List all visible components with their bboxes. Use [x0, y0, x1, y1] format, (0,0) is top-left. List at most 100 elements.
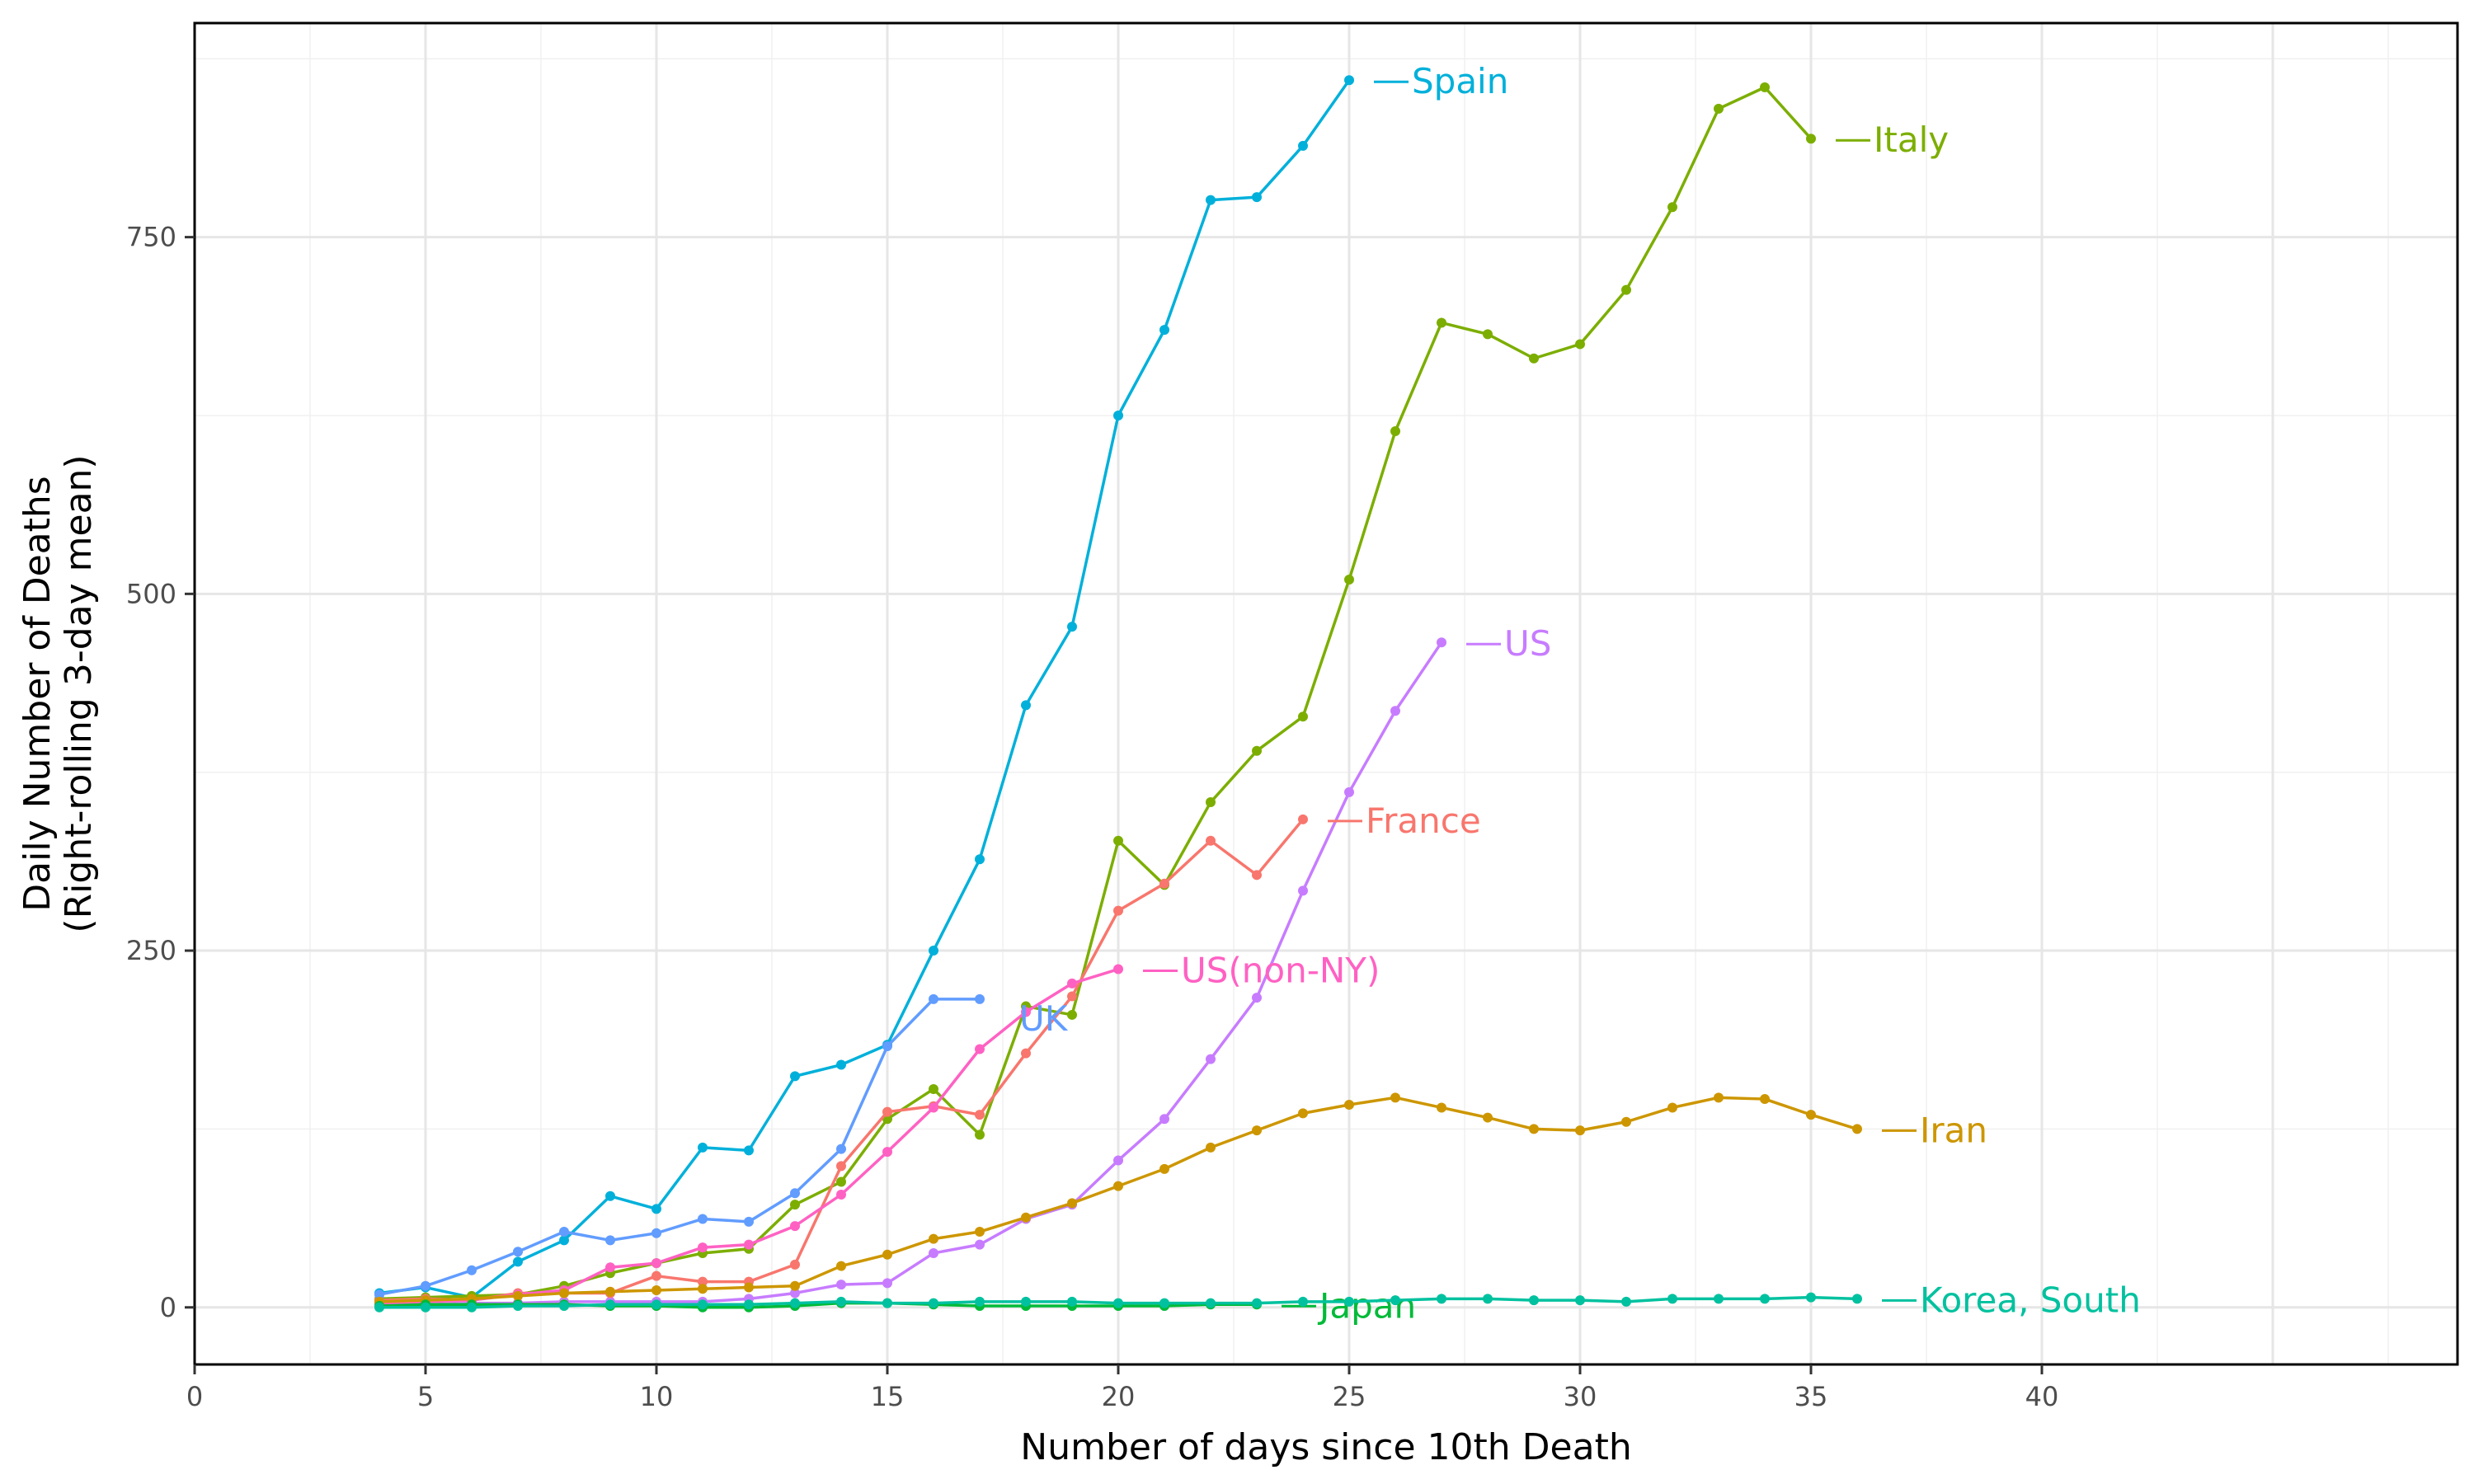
data-point-iran: [975, 1227, 985, 1237]
data-point-italy: [1113, 835, 1123, 846]
series-spain: Spain: [374, 61, 1508, 1303]
data-point-iran: [790, 1280, 800, 1291]
data-point-korea-south: [605, 1299, 615, 1310]
data-point-italy: [1575, 339, 1585, 350]
data-point-iran: [1159, 1163, 1169, 1174]
data-point-iran: [1575, 1125, 1585, 1136]
y-tick-label: 500: [126, 578, 176, 609]
data-point-spain: [1159, 325, 1169, 336]
data-point-us-non-ny: [1113, 964, 1123, 974]
data-point-italy: [1437, 317, 1446, 328]
data-point-korea-south: [374, 1302, 384, 1313]
data-point-korea-south: [1437, 1294, 1446, 1304]
x-tick-label: 0: [186, 1381, 203, 1412]
series-label-iran: Iran: [1920, 1110, 1987, 1150]
y-axis: 0 250 500 750: [126, 222, 195, 1323]
data-point-iran: [1067, 1198, 1077, 1209]
data-point-italy: [1067, 1009, 1077, 1020]
data-point-spain: [559, 1235, 569, 1246]
data-point-france: [1252, 870, 1262, 881]
series-label-japan: Japan: [1317, 1285, 1416, 1326]
data-point-korea-south: [1483, 1294, 1493, 1304]
data-point-iran: [1760, 1094, 1770, 1105]
plot-background: [195, 23, 2458, 1364]
data-point-spain: [698, 1142, 708, 1153]
x-tick-label: 40: [2025, 1381, 2059, 1412]
series-label-us-non-ny: US(non-NY): [1181, 951, 1380, 991]
data-point-france: [698, 1276, 708, 1287]
series-uk: UK: [374, 993, 1069, 1300]
data-point-france: [882, 1106, 892, 1117]
data-point-korea-south: [1113, 1298, 1123, 1308]
data-point-us: [1344, 787, 1354, 797]
data-point-spain: [605, 1190, 615, 1201]
data-point-spain: [836, 1059, 846, 1070]
data-point-italy: [1621, 284, 1631, 295]
series-label-france: France: [1366, 801, 1481, 841]
data-point-uk: [374, 1289, 384, 1300]
data-point-korea-south: [1159, 1298, 1169, 1308]
data-point-us: [1252, 993, 1262, 1003]
data-point-iran: [1483, 1112, 1493, 1123]
data-point-iran: [1298, 1108, 1308, 1119]
series-line-uk: [379, 998, 980, 1296]
data-point-korea-south: [1298, 1296, 1308, 1307]
data-point-korea-south: [421, 1302, 430, 1313]
data-point-uk: [421, 1280, 430, 1291]
data-point-italy: [1667, 202, 1677, 213]
data-point-iran: [1852, 1124, 1862, 1134]
data-point-iran: [1667, 1102, 1677, 1113]
data-point-korea-south: [1667, 1294, 1677, 1304]
data-point-italy: [1529, 353, 1539, 364]
data-point-korea-south: [1390, 1295, 1400, 1306]
series-italy: Italy: [374, 82, 1949, 1304]
series-line-spain: [379, 79, 1351, 1299]
data-point-spain: [1067, 622, 1077, 632]
data-point-uk: [744, 1216, 754, 1227]
data-point-us: [836, 1280, 846, 1290]
data-point-france: [1206, 835, 1216, 846]
data-point-iran: [651, 1284, 661, 1295]
data-point-korea-south: [1852, 1294, 1862, 1304]
data-point-iran: [1021, 1212, 1031, 1223]
data-point-korea-south: [1344, 1296, 1354, 1307]
x-tick-label: 10: [640, 1381, 674, 1412]
data-point-uk: [790, 1188, 800, 1199]
data-point-iran: [1252, 1125, 1262, 1136]
data-point-uk: [836, 1144, 846, 1154]
data-point-iran: [929, 1233, 938, 1244]
x-tick-label: 35: [1794, 1381, 1828, 1412]
data-point-us-non-ny: [651, 1258, 661, 1269]
data-point-france: [1159, 878, 1169, 889]
data-point-iran: [1206, 1142, 1216, 1153]
data-point-uk: [467, 1265, 477, 1275]
data-point-spain: [744, 1145, 754, 1156]
data-point-france: [790, 1259, 800, 1270]
y-axis-title-line-1: Daily Number of Deaths: [16, 476, 59, 911]
data-point-uk: [513, 1247, 523, 1257]
data-point-spain: [1298, 140, 1308, 151]
data-point-us-non-ny: [605, 1262, 615, 1273]
y-tick-label: 250: [126, 935, 176, 966]
data-point-iran: [1437, 1102, 1446, 1113]
data-point-iran: [1344, 1099, 1354, 1110]
data-point-korea-south: [975, 1296, 985, 1307]
series-layer: Spain Italy US France US(non-NY) UK Iran Japan K…: [374, 61, 2141, 1326]
minor-gridlines: [195, 23, 2458, 1364]
data-point-italy: [1714, 103, 1724, 114]
data-point-us: [1390, 706, 1400, 716]
data-point-us: [1437, 637, 1446, 648]
data-point-korea-south: [1067, 1296, 1077, 1307]
data-point-spain: [651, 1204, 661, 1214]
data-point-us: [1159, 1114, 1169, 1125]
data-point-iran: [1113, 1181, 1123, 1191]
data-point-us-non-ny: [929, 1102, 938, 1113]
data-point-italy: [975, 1129, 985, 1140]
data-point-italy: [1344, 575, 1354, 585]
data-point-iran: [698, 1284, 708, 1294]
data-point-korea-south: [1021, 1296, 1031, 1307]
data-point-spain: [1113, 410, 1123, 420]
data-point-uk: [605, 1235, 615, 1246]
data-point-korea-south: [1252, 1298, 1262, 1308]
